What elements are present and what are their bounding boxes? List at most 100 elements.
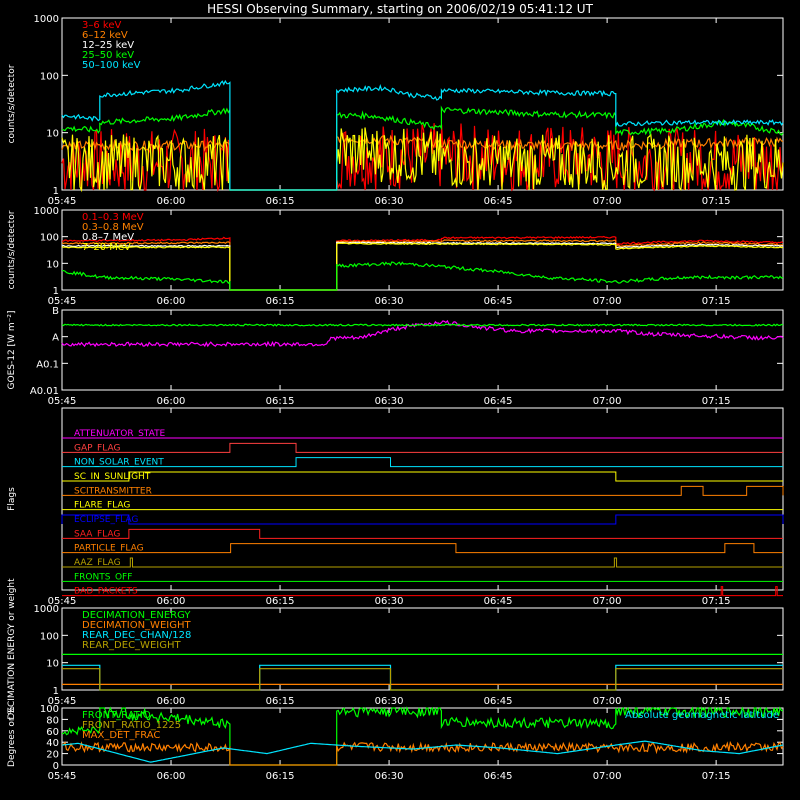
- legend-entry: 12–25 keV: [82, 40, 134, 51]
- legend-entry: FRONT_RATIO: [82, 710, 151, 721]
- flag-label: SCITRANSMITTER: [74, 486, 152, 496]
- y-tick-label: 100: [40, 233, 59, 244]
- y-tick-label: 60: [46, 727, 59, 738]
- x-tick-label: 06:30: [375, 196, 404, 207]
- y-tick-label: 1000: [34, 206, 59, 217]
- x-tick-label: 06:15: [266, 696, 295, 707]
- x-tick-label: 06:00: [157, 596, 186, 607]
- flag-line: [62, 485, 784, 496]
- series-line: [61, 323, 784, 327]
- y-tick-label: 100: [40, 704, 59, 715]
- flag-label: BAD_PACKETS: [74, 587, 138, 597]
- y-tick-label: 10: [46, 659, 59, 670]
- y-tick-label: 40: [46, 738, 59, 749]
- y-tick-label: 10: [46, 259, 59, 270]
- flag-line: [62, 528, 783, 539]
- legend-entry: 6–12 keV: [82, 30, 128, 41]
- flag-label: AAZ_FLAG: [74, 558, 121, 568]
- x-tick-label: 06:00: [157, 196, 186, 207]
- flag-line: [62, 543, 783, 554]
- y-axis-label: Degrees or %: [7, 706, 17, 767]
- panels: 05:45 06:00 06:15 06:30 06:45 07:00 07:1511010…: [7, 14, 784, 782]
- flag-label: NON_SOLAR_EVENT: [74, 458, 164, 468]
- x-tick-label: 07:00: [593, 196, 622, 207]
- x-tick-label: 07:15: [702, 196, 731, 207]
- y-tick-label: 1: [53, 186, 59, 197]
- x-tick-label: 06:30: [375, 596, 404, 607]
- flag-label: PARTICLE_FLAG: [74, 544, 144, 554]
- panel-decim: 05:45 06:00 06:15 06:30 06:45 07:00 07:15 1 10 10…: [7, 578, 784, 720]
- legend-entry: 3–6 keV: [82, 20, 121, 31]
- y-tick-label: B: [52, 306, 59, 317]
- y-tick-label: 10: [46, 129, 59, 140]
- series-line: [61, 79, 784, 191]
- flag-label: FLARE_FLAG: [74, 501, 130, 511]
- legend-entry: 25–50 keV: [82, 50, 134, 61]
- series-line: [61, 235, 784, 291]
- series-line: [61, 127, 784, 193]
- y-tick-label: 80: [46, 715, 59, 726]
- y-tick-label: A0.1: [36, 359, 59, 370]
- series-line: [61, 740, 784, 766]
- flag-label: ECLIPSE_FLAG: [74, 515, 138, 525]
- x-tick-label: 06:30: [375, 771, 404, 782]
- panel-frame: [61, 209, 784, 291]
- y-tick-label: A0.01: [30, 386, 59, 397]
- panel-goes: 05:45 06:00 06:15 06:30 06:45 07:00 07:15 A0.01…: [7, 306, 784, 407]
- flag-line: [62, 457, 783, 468]
- x-tick-label: 07:00: [593, 771, 622, 782]
- legend-entry: REAR_DEC_CHAN/128: [82, 630, 191, 641]
- x-tick-label: 05:45: [48, 196, 77, 207]
- x-tick-label: 07:15: [702, 771, 731, 782]
- flag-line: [62, 586, 783, 597]
- x-tick-label: 06:00: [157, 771, 186, 782]
- flag-line: [61, 514, 784, 525]
- legend-entry: 0.1–0.3 MeV: [82, 212, 144, 223]
- x-tick-label: 06:45: [484, 296, 513, 307]
- x-tick-label: 07:15: [702, 396, 731, 407]
- x-tick-label: 06:30: [375, 296, 404, 307]
- y-tick-label: 1000: [34, 604, 59, 615]
- y-tick-label: 100: [40, 631, 59, 642]
- y-axis-label: counts/s/detector: [7, 210, 17, 289]
- x-tick-label: 05:45: [48, 296, 77, 307]
- x-tick-label: 05:45: [48, 696, 77, 707]
- x-tick-label: 06:15: [266, 296, 295, 307]
- x-tick-label: 07:00: [593, 296, 622, 307]
- legend-entry: FRONT_RATIO_1225: [82, 720, 181, 731]
- x-tick-label: 06:45: [484, 771, 513, 782]
- y-axis-label: Flags: [7, 487, 17, 511]
- x-tick-label: 07:15: [702, 696, 731, 707]
- x-tick-label: 06:00: [157, 296, 186, 307]
- flag-label: GAP_FLAG: [74, 443, 120, 453]
- panel-frame: [61, 707, 784, 766]
- x-tick-label: 07:00: [593, 596, 622, 607]
- x-tick-label: 06:00: [157, 396, 186, 407]
- x-tick-label: 06:45: [484, 196, 513, 207]
- x-tick-label: 06:15: [266, 771, 295, 782]
- legend-entry: REAR_DEC_WEIGHT: [82, 640, 181, 651]
- x-tick-label: 06:30: [375, 696, 404, 707]
- series-line: [61, 261, 784, 291]
- flag-label: SAA_FLAG: [74, 529, 120, 539]
- y-tick-label: 1: [53, 286, 59, 297]
- y-tick-label: A: [52, 333, 59, 344]
- legend-entry: 0.8–7 MeV: [82, 232, 134, 243]
- series-line: [61, 242, 784, 291]
- legend-entry: 0.3–0.8 MeV: [82, 222, 144, 233]
- x-tick-label: 07:15: [702, 596, 731, 607]
- x-tick-label: 05:45: [48, 596, 77, 607]
- series-line: [61, 706, 784, 766]
- x-tick-label: 06:15: [266, 396, 295, 407]
- y-tick-label: 1: [53, 686, 59, 697]
- x-tick-label: 06:15: [266, 596, 295, 607]
- panel-lowE: 05:45 06:00 06:15 06:30 06:45 07:00 07:15 1 10 10…: [7, 14, 784, 207]
- legend-entry: 50–100 keV: [82, 60, 141, 71]
- panel-frame: [61, 407, 784, 591]
- legend-entry: Absolute geomagnetic latitude: [625, 710, 779, 721]
- panel-ratio: 05:45 06:00 06:15 06:30 06:45 07:00 07:15 02040…: [7, 704, 784, 782]
- series-line: [61, 740, 784, 763]
- y-tick-label: 1000: [34, 14, 59, 25]
- series-line: [61, 123, 784, 193]
